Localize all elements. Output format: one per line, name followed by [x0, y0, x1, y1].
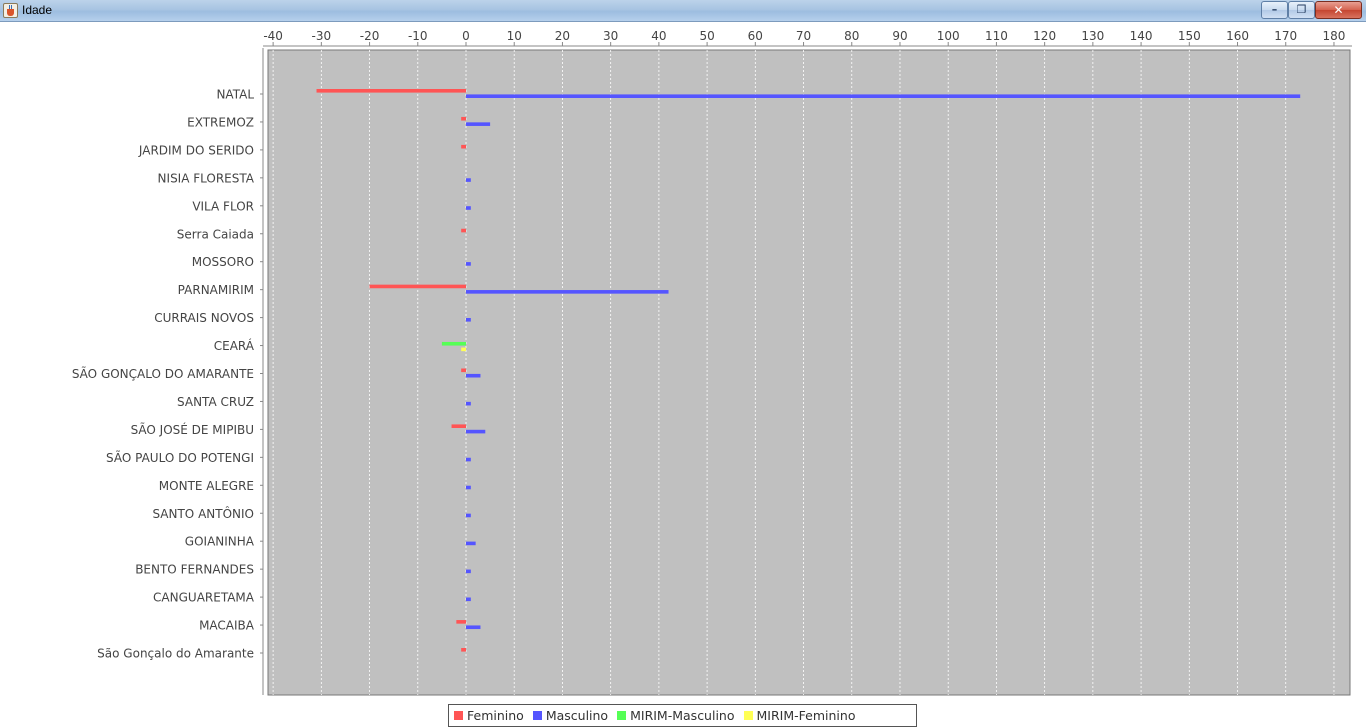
value-axis-tick-label: 50: [699, 29, 714, 43]
bar-feminino: [461, 368, 466, 373]
bar-masculino: [466, 94, 1301, 98]
category-label: SANTO ANTÔNIO: [152, 506, 254, 521]
value-axis-tick-label: 160: [1226, 29, 1249, 43]
legend-label: Feminino: [467, 708, 524, 723]
category-label: Serra Caiada: [177, 227, 254, 241]
category-label: MONTE ALEGRE: [159, 479, 254, 493]
value-axis-tick-label: -30: [312, 29, 332, 43]
category-label: VILA FLOR: [192, 199, 254, 213]
value-axis-tick-label: 80: [844, 29, 859, 43]
category-label: NATAL: [216, 88, 254, 102]
value-axis-tick-label: 70: [796, 29, 811, 43]
bar-masculino: [466, 457, 471, 462]
bar-masculino: [466, 318, 471, 322]
legend-label: MIRIM-Masculino: [630, 708, 735, 723]
legend-swatch: [532, 711, 542, 720]
value-axis-tick-label: 180: [1323, 29, 1346, 43]
category-label: MOSSORO: [192, 255, 254, 269]
bar-chart: -40 -30 -20 -10 0 10 20 30 40 50 60 70 80 90 100 110 120…: [72, 29, 1352, 696]
bar-masculino: [466, 122, 491, 126]
close-button[interactable]: ✕: [1315, 1, 1362, 19]
bar-masculino: [466, 541, 476, 546]
bar-masculino: [466, 178, 471, 182]
legend-swatch: [617, 711, 627, 720]
legend-item: MIRIM-Masculino: [617, 708, 735, 723]
value-axis-tick-label: 100: [937, 29, 960, 43]
minimize-icon: –: [1271, 3, 1278, 16]
legend-swatch: [454, 711, 463, 720]
value-axis-tick-label: 10: [507, 29, 522, 43]
legend-item: MIRIM-Feminino: [743, 708, 856, 723]
legend-label: MIRIM-Feminino: [756, 708, 856, 723]
bar-feminino: [369, 284, 466, 289]
category-label: BENTO FERNANDES: [135, 563, 254, 577]
value-axis-tick-label: 60: [748, 29, 763, 43]
legend-item: Masculino: [532, 708, 609, 723]
category-label: EXTREMOZ: [187, 115, 254, 129]
bar-feminino: [461, 144, 466, 149]
bar-feminino: [461, 228, 466, 233]
value-axis-tick-label: 120: [1033, 29, 1056, 43]
value-axis-tick-label: 140: [1130, 29, 1153, 43]
chart-legend: Feminino Masculino MIRIM-Masculino MIRIM-Fe…: [448, 704, 917, 727]
legend-swatch: [743, 711, 753, 720]
legend-label: Masculino: [545, 708, 609, 723]
app-icon-steam: [9, 5, 12, 9]
value-axis-tick-label: 20: [555, 29, 570, 43]
minimize-button[interactable]: –: [1261, 1, 1288, 19]
legend-item: Feminino: [454, 708, 524, 723]
bar-masculino: [466, 206, 471, 210]
value-axis-tick-label: 130: [1081, 29, 1104, 43]
value-axis-tick-label: 40: [651, 29, 666, 43]
category-label: CURRAIS NOVOS: [154, 311, 254, 325]
bar-feminino: [461, 648, 466, 652]
value-axis-tick-label: 30: [603, 29, 618, 43]
bar-feminino: [461, 116, 466, 121]
category-label: JARDIM DO SERIDO: [138, 143, 254, 157]
category-label: NISIA FLORESTA: [158, 171, 255, 185]
restore-icon: ❐: [1296, 3, 1307, 16]
bar-feminino: [451, 424, 466, 428]
category-label: SÃO GONÇALO DO AMARANTE: [72, 366, 254, 381]
value-axis-tick-label: 170: [1274, 29, 1297, 43]
window-title: Idade: [22, 3, 53, 17]
bar-masculino: [466, 597, 471, 602]
bar-mirim-masculino: [441, 341, 466, 346]
bar-masculino: [466, 485, 471, 490]
value-axis-tick-label: 90: [892, 29, 907, 43]
bar-masculino: [466, 625, 481, 630]
value-axis-tick-label: -20: [360, 29, 380, 43]
value-axis-tick-label: 150: [1178, 29, 1201, 43]
bar-masculino: [466, 401, 471, 406]
category-label: GOIANINHA: [185, 535, 255, 549]
value-axis-tick-label: -10: [408, 29, 428, 43]
category-label: SÃO PAULO DO POTENGI: [106, 450, 254, 465]
category-label: PARNAMIRIM: [178, 283, 254, 297]
category-label: MACAIBA: [199, 619, 255, 633]
value-axis-tick-label: 0: [462, 29, 470, 43]
category-label: SANTA CRUZ: [177, 395, 254, 409]
bar-masculino: [466, 429, 486, 434]
bar-masculino: [466, 513, 471, 518]
bar-masculino: [466, 373, 481, 378]
category-label: CANGUARETAMA: [153, 591, 255, 605]
java-app-icon[interactable]: [3, 3, 18, 18]
bar-feminino: [456, 620, 466, 624]
app-icon-cup: [7, 9, 14, 16]
value-axis-tick-label: 110: [985, 29, 1008, 43]
window-title-bar[interactable]: Idade – ❐ ✕: [0, 0, 1366, 22]
plot-area: [267, 49, 1351, 696]
value-axis-tick-label: -40: [263, 29, 283, 43]
bar-feminino: [316, 89, 466, 93]
bar-masculino: [466, 290, 669, 294]
bar-masculino: [466, 569, 471, 574]
close-icon: ✕: [1333, 3, 1344, 17]
category-label: São Gonçalo do Amarante: [97, 647, 254, 661]
restore-button[interactable]: ❐: [1288, 1, 1315, 19]
category-label: SÃO JOSÉ DE MIPIBU: [131, 422, 254, 437]
bar-mirim-feminino: [461, 347, 466, 352]
bar-masculino: [466, 262, 471, 266]
category-label: CEARÁ: [214, 338, 255, 353]
